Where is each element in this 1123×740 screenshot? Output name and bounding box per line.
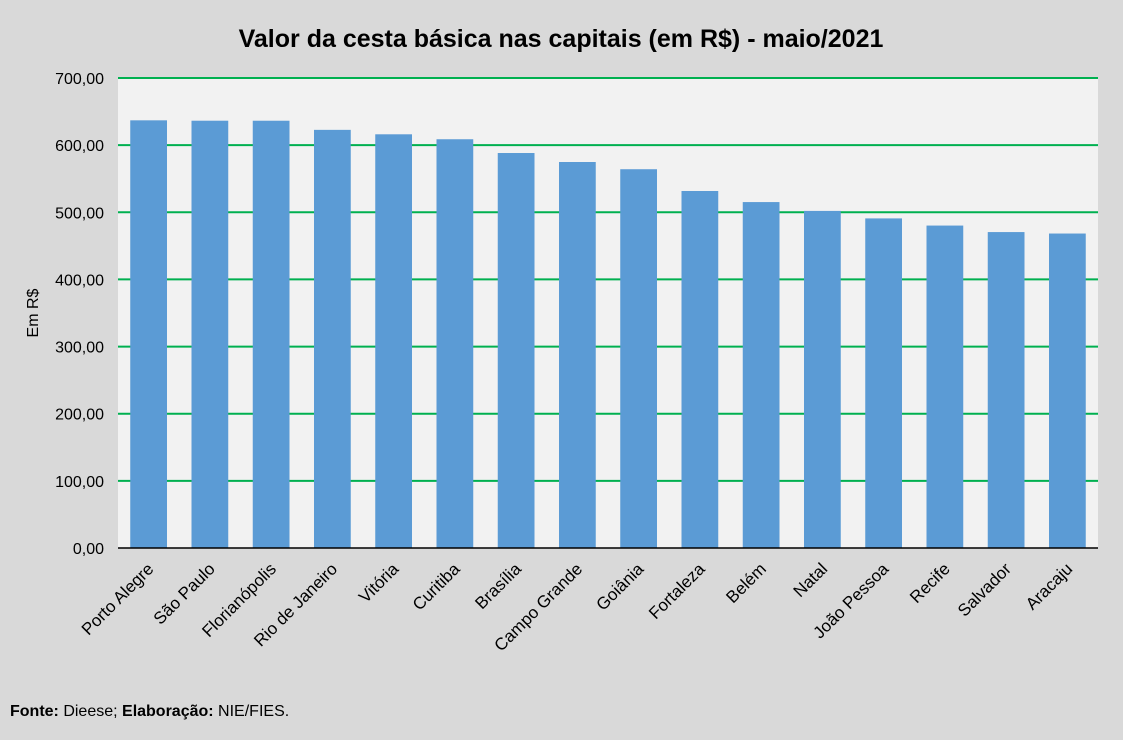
bar (987, 232, 1025, 549)
bar (497, 153, 535, 548)
bar (191, 120, 229, 549)
y-tick-label: 700,00 (55, 71, 104, 88)
y-tick-label: 400,00 (55, 272, 104, 289)
x-tick-label: Natal (790, 559, 831, 600)
chart-title: Valor da cesta básica nas capitais (em R… (239, 25, 884, 53)
bar (681, 190, 719, 548)
y-axis-label: Em R$ (25, 288, 42, 337)
bar (375, 134, 412, 548)
x-tick-label: Fortaleza (645, 559, 709, 623)
x-tick-label: Salvador (954, 559, 1015, 620)
x-tick-label: Recife (906, 559, 954, 607)
bar (865, 218, 902, 548)
x-tick-label: Curitiba (409, 559, 464, 614)
y-tick-label: 500,00 (55, 205, 104, 222)
bar (926, 225, 964, 548)
bar (620, 169, 657, 549)
elaboration-value: NIE/FIES. (213, 703, 290, 720)
y-axis-ticks: 0,00 100,00 200,00 300,00 400,00 500,00 600,00… (55, 71, 104, 558)
x-tick-label: Brasília (471, 559, 525, 613)
x-tick-label: Aracaju (1022, 559, 1076, 613)
x-tick-label: Porto Alegre (78, 559, 158, 639)
x-tick-label: Vitória (355, 559, 403, 607)
y-tick-label: 600,00 (55, 138, 104, 155)
bar (559, 162, 596, 548)
bar (436, 139, 474, 548)
y-tick-label: 300,00 (55, 340, 104, 357)
bar (130, 120, 167, 549)
bar (804, 210, 841, 548)
y-tick-label: 200,00 (55, 407, 104, 424)
y-tick-label: 100,00 (55, 474, 104, 491)
x-tick-label: Goiânia (593, 559, 648, 614)
bar (252, 120, 290, 549)
x-tick-label: Belém (722, 559, 770, 607)
elaboration-label: Elaboração: (122, 703, 214, 720)
source-value: Dieese; (58, 703, 123, 720)
source-note: Fonte: Dieese; Elaboração: NIE/FIES. (10, 703, 289, 721)
bar (1049, 233, 1086, 548)
y-tick-label: 0,00 (73, 541, 104, 558)
source-label: Fonte: (10, 703, 59, 720)
bars (130, 120, 1086, 549)
bar (742, 202, 780, 548)
bar (314, 129, 351, 548)
